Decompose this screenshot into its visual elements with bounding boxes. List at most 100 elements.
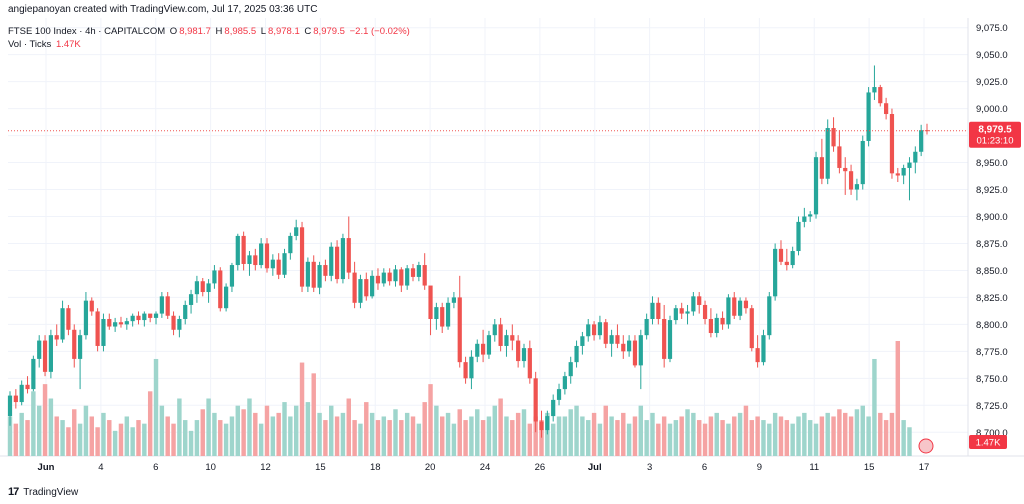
candle-body bbox=[229, 265, 235, 287]
volume-bar bbox=[621, 412, 626, 456]
candle-body bbox=[714, 317, 719, 334]
volume-bar bbox=[457, 409, 462, 456]
candle-body bbox=[235, 235, 240, 266]
y-tick-label: 8,825.0 bbox=[976, 293, 1008, 304]
volume-bar bbox=[399, 420, 404, 456]
x-tick-label: 12 bbox=[260, 462, 271, 473]
volume-tag-label: 1.47K bbox=[976, 438, 1001, 449]
candle-body bbox=[37, 340, 42, 359]
candle-body bbox=[387, 272, 392, 282]
candle-body bbox=[580, 336, 585, 346]
volume-bar bbox=[212, 412, 217, 456]
candle-body bbox=[685, 311, 690, 314]
symbol-label[interactable]: FTSE 100 Index · 4h · CAPITALCOM bbox=[8, 26, 166, 37]
volume-bar bbox=[364, 402, 369, 456]
candle-body bbox=[662, 318, 667, 359]
candle-body bbox=[370, 275, 375, 297]
candle-body bbox=[848, 171, 854, 190]
volume-bar bbox=[644, 420, 649, 456]
open-value: 8,981.7 bbox=[179, 26, 211, 37]
volume-bar bbox=[778, 416, 784, 456]
open-label: O bbox=[169, 26, 178, 37]
volume-bar bbox=[772, 412, 778, 456]
volume-bar bbox=[574, 405, 579, 456]
volume-bar bbox=[510, 420, 515, 456]
volume-bar bbox=[667, 423, 673, 456]
volume-bar bbox=[580, 416, 585, 456]
candle-body bbox=[294, 227, 299, 236]
volume-bar bbox=[819, 416, 825, 456]
candle-body bbox=[726, 297, 731, 325]
volume-bar bbox=[831, 416, 836, 456]
price-chart[interactable]: 9,075.09,050.09,025.09,000.08,975.08,950… bbox=[0, 18, 1024, 480]
y-tick-label: 8,925.0 bbox=[976, 185, 1008, 196]
candle-body bbox=[878, 87, 883, 104]
candle-body bbox=[784, 261, 789, 266]
candle-body bbox=[568, 362, 573, 377]
candle-body bbox=[504, 335, 509, 346]
candle-body bbox=[31, 358, 36, 390]
candle-body bbox=[124, 321, 129, 325]
candle-body bbox=[305, 261, 310, 287]
candle-body bbox=[118, 322, 124, 325]
volume-bar bbox=[691, 412, 696, 456]
candle-body bbox=[323, 265, 328, 276]
candle-body bbox=[901, 167, 906, 176]
volume-label[interactable]: Vol · Ticks bbox=[8, 39, 52, 50]
volume-bar bbox=[387, 420, 392, 456]
volume-bar bbox=[749, 420, 754, 456]
volume-bar bbox=[130, 427, 135, 456]
volume-bar bbox=[381, 416, 387, 456]
volume-bar bbox=[258, 423, 264, 456]
volume-bar bbox=[136, 420, 141, 456]
candle-body bbox=[148, 313, 153, 318]
brand-label: TradingView bbox=[23, 486, 79, 498]
candle-body bbox=[866, 92, 871, 141]
volume-bar bbox=[545, 412, 550, 456]
footer-brand[interactable]: 17 TradingView bbox=[8, 486, 78, 498]
x-tick-label: 9 bbox=[757, 462, 762, 473]
tradingview-logo-icon: 17 bbox=[8, 486, 19, 498]
volume-tag bbox=[969, 435, 1007, 449]
volume-bar bbox=[626, 423, 632, 456]
volume-bar bbox=[229, 416, 235, 456]
y-tick-label: 9,000.0 bbox=[976, 104, 1008, 115]
candle-body bbox=[644, 318, 649, 336]
volume-bar bbox=[7, 416, 13, 456]
volume-bar bbox=[340, 412, 346, 456]
candle-body bbox=[895, 173, 900, 176]
candle-body bbox=[346, 238, 351, 273]
candle-body bbox=[755, 348, 760, 363]
volume-bar bbox=[428, 384, 433, 456]
volume-bar bbox=[679, 416, 684, 456]
volume-bar bbox=[60, 420, 65, 456]
candle-body bbox=[218, 270, 223, 309]
volume-bar bbox=[223, 423, 229, 456]
candle-body bbox=[247, 255, 252, 264]
volume-bar bbox=[25, 420, 30, 456]
y-tick-label: 9,075.0 bbox=[976, 23, 1008, 34]
candle-body bbox=[270, 259, 275, 269]
candle-body bbox=[428, 285, 433, 319]
volume-bar bbox=[247, 398, 252, 456]
y-tick-label: 8,725.0 bbox=[976, 401, 1008, 412]
y-tick-label: 8,750.0 bbox=[976, 374, 1008, 385]
volume-bar bbox=[661, 416, 667, 456]
candle-body bbox=[591, 324, 597, 336]
volume-bar bbox=[761, 420, 766, 456]
volume-bar bbox=[860, 405, 865, 456]
volume-bar bbox=[346, 398, 351, 456]
x-tick-label: 15 bbox=[315, 462, 326, 473]
candle-body bbox=[615, 335, 620, 344]
volume-bar bbox=[95, 427, 100, 456]
candle-body bbox=[89, 300, 94, 312]
candle-body bbox=[48, 335, 53, 372]
candle-body bbox=[679, 308, 684, 314]
candle-body bbox=[796, 221, 801, 252]
volume-value: 1.47K bbox=[55, 39, 81, 50]
candle-body bbox=[381, 272, 386, 284]
candle-body bbox=[95, 311, 100, 346]
volume-bar bbox=[153, 358, 159, 456]
candle-body bbox=[813, 157, 819, 215]
candle-body bbox=[556, 389, 562, 400]
